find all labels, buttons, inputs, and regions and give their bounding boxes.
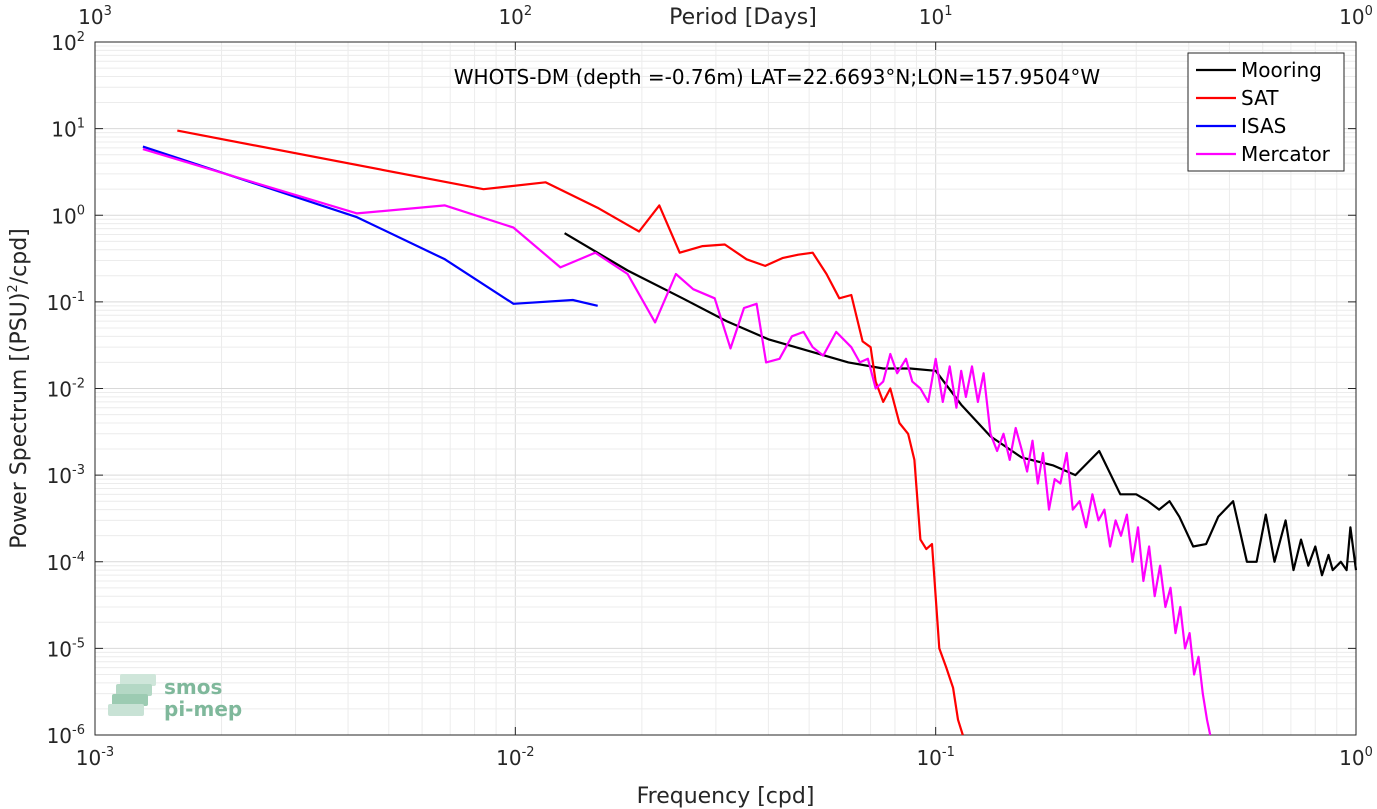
y-axis-label-main: Power Spectrum [(PSU) bbox=[7, 293, 32, 549]
chart-title: WHOTS-DM (depth =-0.76m) LAT=22.6693°N;L… bbox=[454, 65, 1101, 89]
y-axis-label: Power Spectrum [(PSU)2/cpd] bbox=[6, 228, 32, 549]
y-tick-label-base: 10 bbox=[47, 464, 72, 488]
legend-label: SAT bbox=[1241, 86, 1279, 110]
x-tick-label: 10-1 bbox=[916, 745, 954, 770]
smos-pi-mep-logo: smos pi-mep bbox=[108, 674, 242, 721]
y-tick-label-base: 10 bbox=[51, 204, 76, 228]
top-tick-label: 101 bbox=[919, 4, 953, 29]
logo-emblem bbox=[108, 674, 156, 716]
y-axis-label-tail: /cpd] bbox=[7, 228, 32, 284]
y-tick-label: 10-4 bbox=[47, 550, 85, 575]
y-tick-label: 10-6 bbox=[47, 723, 85, 748]
y-tick-label: 10-2 bbox=[47, 377, 85, 402]
x-tick-label-base: 10 bbox=[76, 746, 101, 770]
top-tick-label: 102 bbox=[498, 4, 532, 29]
series-line-mooring bbox=[564, 232, 1358, 577]
y-tick-label-base: 10 bbox=[47, 378, 72, 402]
y-tick-label-exp: -5 bbox=[72, 636, 85, 651]
grid bbox=[94, 42, 1356, 736]
y-tick-label: 101 bbox=[51, 117, 85, 142]
legend: Mooring SAT ISAS Mercator bbox=[1187, 52, 1345, 172]
top-tick-label-base: 10 bbox=[1339, 5, 1364, 29]
top-tick-label-exp: 0 bbox=[1365, 4, 1373, 19]
legend-label: ISAS bbox=[1241, 114, 1286, 138]
y-tick-label-base: 10 bbox=[47, 724, 72, 748]
y-tick-label-exp: -1 bbox=[72, 290, 85, 305]
x-tick-label-base: 10 bbox=[496, 746, 521, 770]
y-tick-label: 100 bbox=[51, 203, 85, 228]
y-tick-label-exp: 1 bbox=[77, 117, 85, 132]
x-tick-label-exp: -2 bbox=[522, 745, 535, 760]
series-line-isas bbox=[142, 145, 598, 307]
y-tick-label: 10-1 bbox=[47, 290, 85, 315]
x-tick-label-exp: -1 bbox=[942, 745, 955, 760]
x-tick-label-base: 10 bbox=[1339, 746, 1364, 770]
top-axis-label: Period [Days] bbox=[669, 5, 817, 30]
x-tick-label-exp: 0 bbox=[1365, 745, 1373, 760]
x-tick-label: 10-3 bbox=[76, 745, 114, 770]
y-axis-label-sup: 2 bbox=[6, 284, 21, 292]
y-tick-label-exp: -6 bbox=[72, 723, 85, 738]
series-group bbox=[142, 129, 1358, 736]
y-tick-label-base: 10 bbox=[51, 31, 76, 55]
y-tick-label-exp: -3 bbox=[72, 463, 85, 478]
y-tick-label-exp: -4 bbox=[72, 550, 85, 565]
top-tick-label-base: 10 bbox=[78, 5, 103, 29]
y-tick-label: 10-3 bbox=[47, 463, 85, 488]
ticks: 10-3 10-2 10-1 10010210110010-110-210-310-4… bbox=[47, 4, 1373, 770]
top-tick-label: 103 bbox=[78, 4, 112, 29]
legend-label: Mooring bbox=[1241, 58, 1322, 82]
y-tick-label: 102 bbox=[51, 30, 85, 55]
top-tick-label-base: 10 bbox=[498, 5, 523, 29]
logo-text-pi-mep: pi-mep bbox=[164, 697, 242, 721]
legend-label: Mercator bbox=[1241, 142, 1331, 166]
y-tick-label-base: 10 bbox=[47, 637, 72, 661]
top-tick-label-base: 10 bbox=[919, 5, 944, 29]
y-tick-label-exp: 0 bbox=[77, 203, 85, 218]
top-tick-label-exp: 3 bbox=[104, 4, 112, 19]
x-tick-label: 10-2 bbox=[496, 745, 534, 770]
top-tick-label: 100 bbox=[1339, 4, 1373, 29]
top-tick-label-exp: 1 bbox=[944, 4, 952, 19]
y-tick-label-base: 10 bbox=[51, 118, 76, 142]
series-line-mercator bbox=[142, 148, 1212, 736]
y-tick-label: 10-5 bbox=[47, 636, 85, 661]
y-tick-label-base: 10 bbox=[47, 291, 72, 315]
logo-text-smos: smos bbox=[164, 675, 222, 699]
top-tick-label-exp: 2 bbox=[524, 4, 532, 19]
x-tick-label: 100 bbox=[1339, 745, 1373, 770]
y-tick-label-exp: 2 bbox=[77, 30, 85, 45]
x-axis-label: Frequency [cpd] bbox=[637, 784, 815, 809]
legend-box bbox=[1187, 52, 1345, 172]
x-tick-label-exp: -3 bbox=[101, 745, 114, 760]
y-tick-label-exp: -2 bbox=[72, 377, 85, 392]
series-line-sat bbox=[177, 129, 964, 736]
y-tick-label-base: 10 bbox=[47, 551, 72, 575]
x-tick-label-base: 10 bbox=[916, 746, 941, 770]
